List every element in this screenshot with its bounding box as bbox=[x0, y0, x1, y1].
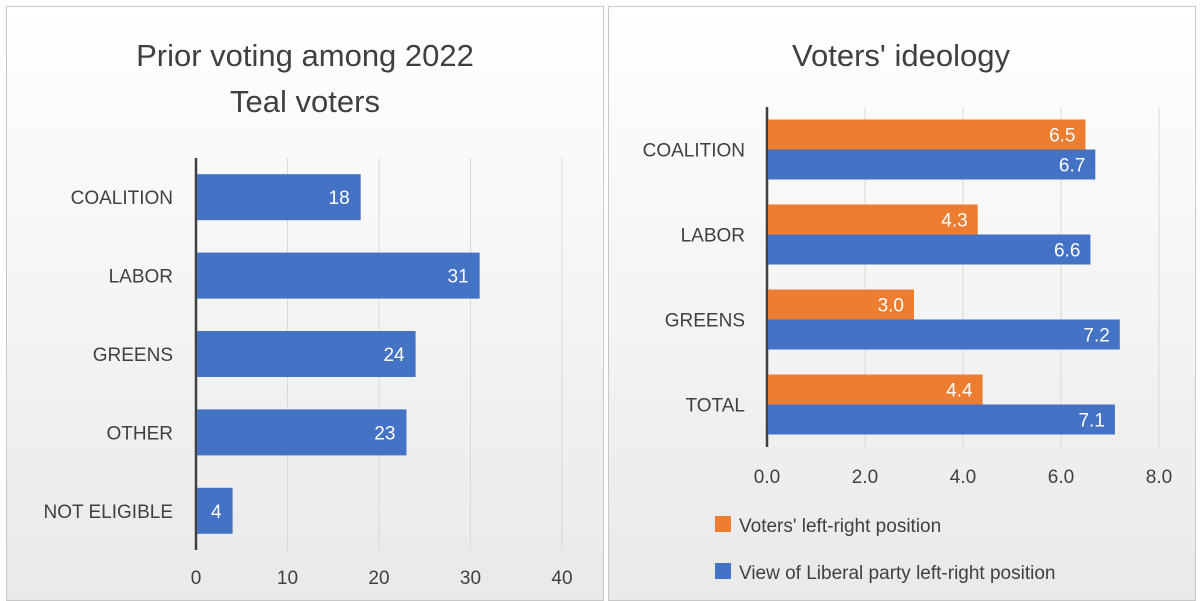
data-label-labor: 31 bbox=[448, 267, 469, 288]
data-label-liberal-position-coalition: 6.7 bbox=[1059, 156, 1085, 177]
legend-label-liberal-position: View of Liberal party left-right positio… bbox=[739, 563, 1055, 584]
bar-coalition bbox=[197, 174, 361, 221]
chart-panel-ideology: Voters' ideology Voters' left-right posi… bbox=[608, 6, 1196, 601]
data-label-voters-position-coalition: 6.5 bbox=[1049, 126, 1075, 147]
data-label-liberal-position-labor: 6.6 bbox=[1054, 241, 1080, 262]
ideology-chart: Voters' ideology Voters' left-right posi… bbox=[643, 38, 1173, 584]
bar-greens bbox=[197, 331, 416, 377]
bar-not-eligible bbox=[197, 487, 233, 534]
x-tick-label-20: 20 bbox=[368, 568, 389, 589]
data-label-greens: 24 bbox=[383, 345, 405, 366]
category-label-labor: LABOR bbox=[109, 267, 173, 288]
category-label-greens: GREENS bbox=[93, 345, 173, 366]
prior-voting-chart: Prior voting among 2022 Teal voters 0 10 2… bbox=[43, 38, 572, 589]
data-label-liberal-position-greens: 7.2 bbox=[1083, 326, 1109, 347]
x-tick-label-10: 10 bbox=[277, 568, 298, 589]
category-label-not-eligible: NOT ELIGIBLE bbox=[43, 502, 173, 523]
x-tick-label-30: 30 bbox=[460, 568, 481, 589]
data-label-not-eligible: 4 bbox=[211, 502, 222, 523]
category-label-other: OTHER bbox=[107, 423, 174, 444]
x-tick-label-0-0: 0.0 bbox=[754, 467, 780, 488]
legend-label-voters-position: Voters' left-right position bbox=[739, 516, 941, 537]
data-label-other: 23 bbox=[374, 423, 395, 444]
x-tick-label-40: 40 bbox=[551, 568, 572, 589]
x-tick-label-4-0: 4.0 bbox=[950, 467, 976, 488]
data-label-coalition: 18 bbox=[329, 188, 350, 209]
category-label-coalition: COALITION bbox=[643, 141, 745, 162]
legend-swatch-liberal-position bbox=[715, 563, 731, 579]
category-label-labor: LABOR bbox=[681, 226, 745, 247]
bar-liberal-position-total bbox=[768, 404, 1115, 435]
x-tick-label-6-0: 6.0 bbox=[1048, 467, 1074, 488]
bar-liberal-position-greens bbox=[768, 319, 1120, 350]
data-label-liberal-position-total: 7.1 bbox=[1078, 411, 1104, 432]
bar-voters-position-labor bbox=[768, 204, 978, 235]
data-label-voters-position-total: 4.4 bbox=[946, 381, 973, 402]
bar-voters-position-coalition bbox=[768, 119, 1086, 150]
chart-panel-prior-voting: Prior voting among 2022 Teal voters 0 10 2… bbox=[6, 6, 604, 601]
legend-swatch-voters-position bbox=[715, 516, 731, 532]
chart-title-line-1: Prior voting among 2022 bbox=[136, 38, 474, 73]
x-tick-label-2-0: 2.0 bbox=[852, 467, 878, 488]
bar-other bbox=[197, 409, 407, 456]
data-label-voters-position-greens: 3.0 bbox=[878, 296, 904, 317]
x-tick-label-0: 0 bbox=[191, 568, 202, 589]
bar-labor bbox=[197, 252, 480, 299]
data-label-voters-position-labor: 4.3 bbox=[941, 211, 967, 232]
chart-title-line-2: Teal voters bbox=[230, 84, 380, 119]
category-label-coalition: COALITION bbox=[71, 188, 173, 209]
bar-voters-position-total bbox=[768, 374, 983, 405]
category-label-total: TOTAL bbox=[686, 396, 745, 417]
bar-liberal-position-labor bbox=[768, 234, 1091, 265]
category-label-greens: GREENS bbox=[665, 311, 745, 332]
bar-liberal-position-coalition bbox=[768, 149, 1096, 180]
bar-voters-position-greens bbox=[768, 289, 914, 320]
x-tick-label-8-0: 8.0 bbox=[1146, 467, 1172, 488]
chart-title: Voters' ideology bbox=[792, 38, 1010, 73]
